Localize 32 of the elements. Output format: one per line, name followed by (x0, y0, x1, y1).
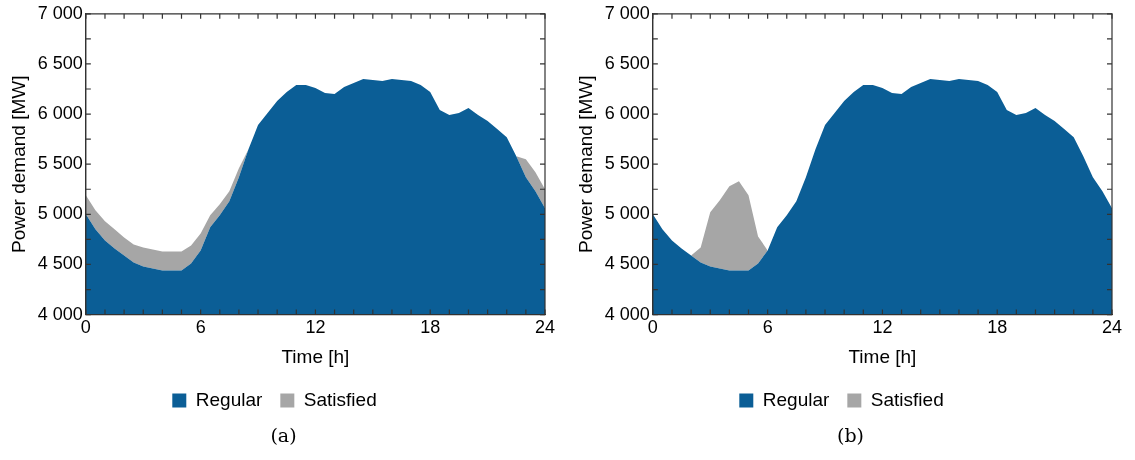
x-tick-label: 18 (420, 317, 441, 338)
x-tick-label: 24 (534, 317, 556, 338)
x-tick-label: 12 (305, 317, 326, 338)
y-tick-label: 4 500 (604, 253, 650, 274)
y-tick-label: 5 500 (37, 153, 83, 174)
x-axis-title: Time [h] (848, 345, 917, 367)
y-tick-label: 4 500 (37, 253, 83, 274)
legend-label: Satisfied (303, 388, 377, 410)
y-tick-label: 6 500 (37, 52, 83, 73)
legend-label: Satisfied (870, 388, 944, 410)
y-tick-label: 6 000 (37, 103, 83, 124)
y-tick-label: 5 000 (604, 203, 650, 224)
x-tick-label: 6 (195, 317, 206, 338)
y-tick-label: 5 000 (37, 203, 83, 224)
legend-label: Regular (195, 388, 263, 410)
x-tick-label: 18 (987, 317, 1008, 338)
y-tick-label: 5 500 (604, 153, 650, 174)
text: (a) (269, 424, 298, 446)
y-tick-label: 7 000 (37, 2, 83, 23)
x-tick-label: 24 (1101, 317, 1123, 338)
y-axis-title: Power demand [MW] (7, 75, 29, 253)
legend-label: Regular (762, 388, 830, 410)
y-tick-label: 4 000 (37, 303, 83, 324)
y-tick-label: 4 000 (604, 303, 650, 324)
x-axis-title: Time [h] (281, 345, 350, 367)
text: (b) (836, 424, 865, 446)
x-tick-label: 12 (872, 317, 893, 338)
y-tick-label: 6 000 (604, 103, 650, 124)
x-tick-label: 6 (762, 317, 773, 338)
y-axis-title: Power demand [MW] (574, 75, 596, 253)
y-tick-label: 6 500 (604, 52, 650, 73)
y-tick-label: 7 000 (604, 2, 650, 23)
